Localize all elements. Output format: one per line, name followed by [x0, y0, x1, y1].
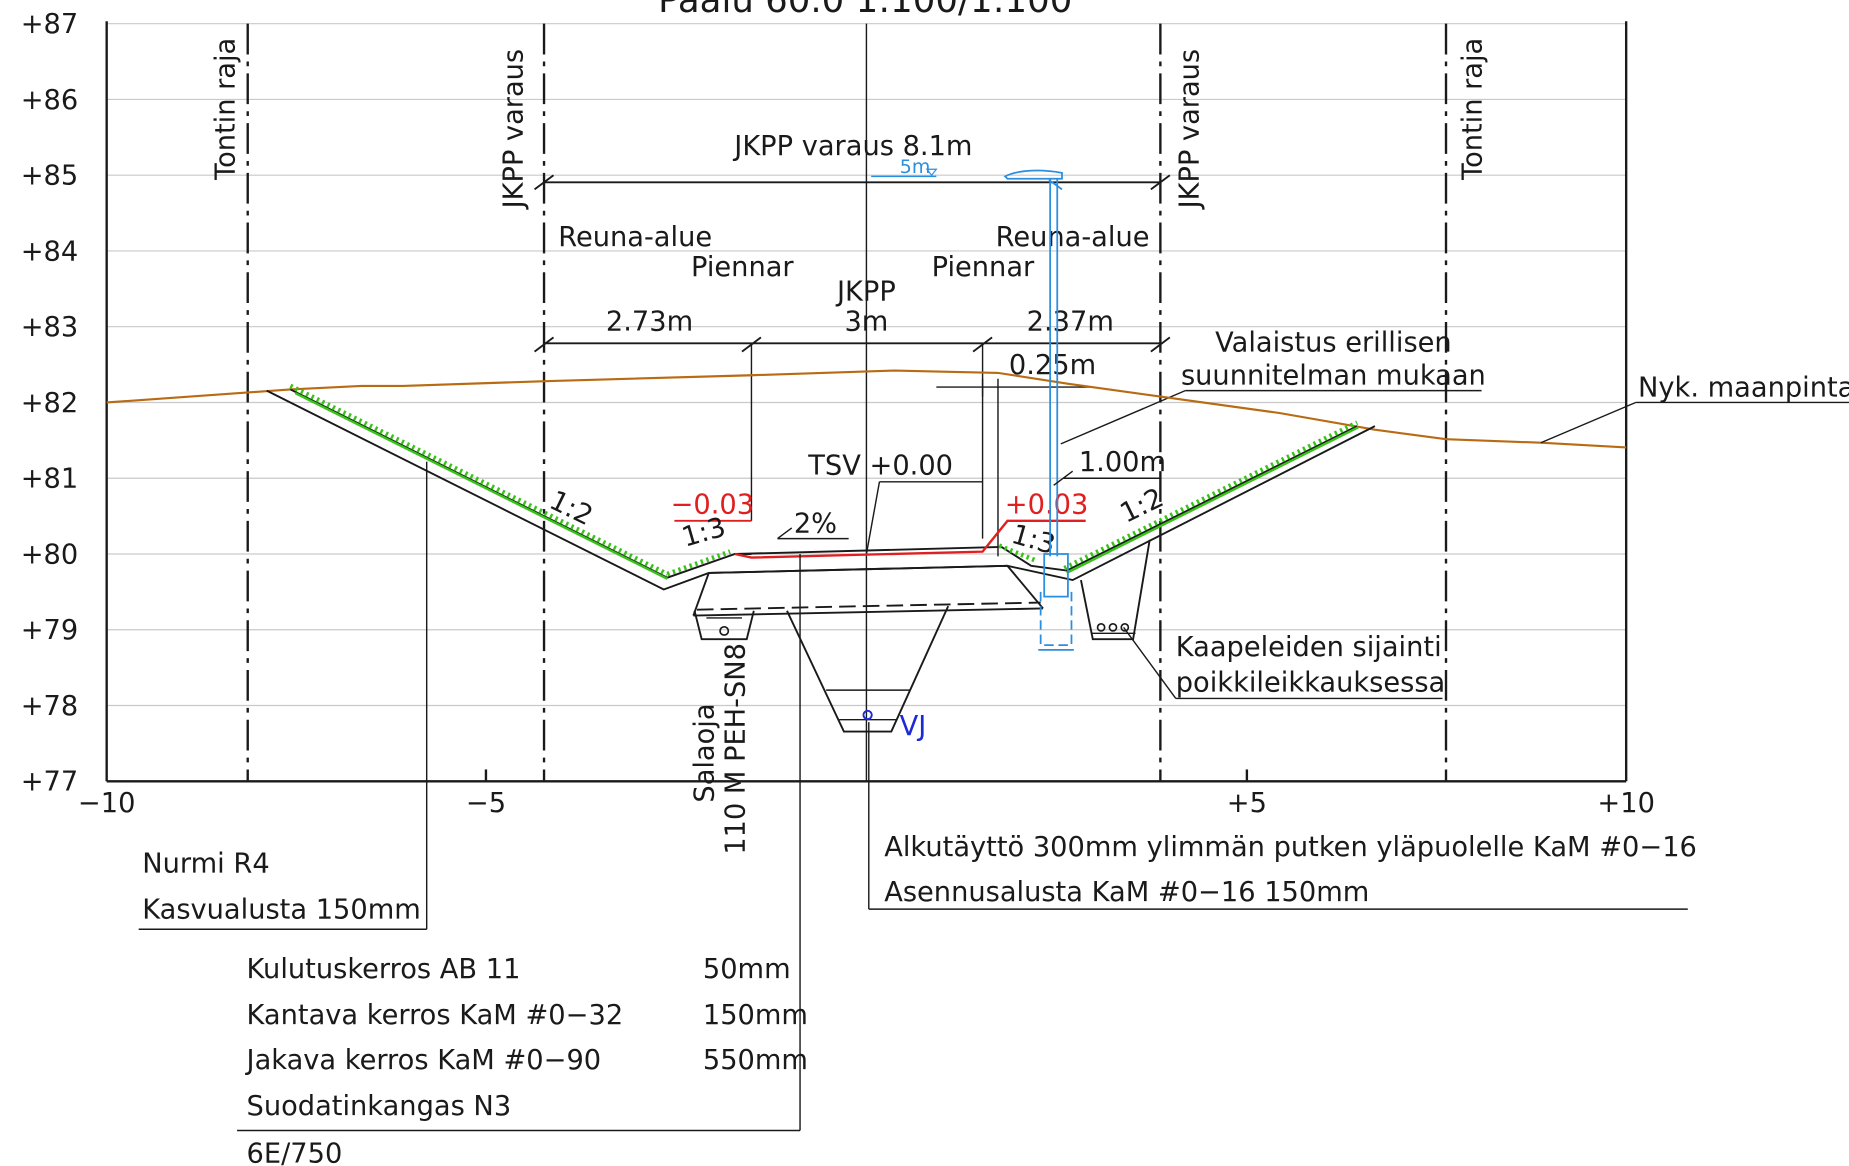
jkpp-varaus-left-label: JKPP varaus: [499, 49, 530, 210]
tsv-label: TSV +0.00: [807, 451, 953, 482]
jkpp-varaus-width-label: JKPP varaus 8.1m: [732, 131, 972, 162]
tontin-raja-right-label: Tontin raja: [1458, 38, 1489, 181]
drawing-title: Paalu 60.0 1:100/1:100: [658, 0, 1072, 21]
lamp-height-label: 5m: [900, 156, 931, 178]
kasvualusta-note: Kasvualusta 150mm: [142, 895, 421, 926]
boundary-lines: [246, 23, 1448, 782]
piennar-right-label: Piennar: [932, 252, 1035, 283]
grass-surface: [289, 383, 1359, 580]
x-axis-labels: −10 −5 +5 +10: [78, 788, 1655, 819]
vj-pipe-icon: [862, 709, 873, 721]
lamp-height-marker: [871, 168, 938, 178]
kaapeleiden-note-line2: poikkileikkauksessa: [1176, 667, 1445, 698]
nurmi-leader: [138, 461, 428, 930]
footer-code: 6E/750: [247, 1138, 343, 1166]
y-tick-label: +83: [21, 312, 79, 343]
layer-thickness: 150mm: [703, 1000, 808, 1031]
x-tick-label: −5: [466, 788, 506, 819]
layer-thickness: 550mm: [703, 1045, 808, 1076]
level-right-label: +0.03: [1005, 490, 1089, 521]
x-tick-label: +5: [1227, 788, 1267, 819]
dim-left-label: 2.73m: [606, 306, 693, 337]
level-marks: [674, 519, 1086, 559]
jkpp-width-label: 3m: [844, 306, 888, 337]
valaistus-note-line1: Valaistus erillisen: [1215, 328, 1452, 359]
lighting-pole: [1003, 169, 1074, 651]
x-tick-label: +10: [1597, 788, 1655, 819]
jkpp-varaus-dimension: [533, 174, 1171, 191]
reuna-alue-left-label: Reuna-alue: [558, 222, 712, 253]
layer-name: Kantava kerros KaM #0−32: [247, 1000, 624, 1031]
layer-name: Kulutuskerros AB 11: [247, 954, 521, 985]
salaoja-label: Salaoja: [690, 703, 721, 802]
layer-leader: [237, 553, 801, 1132]
nyk-maanpinta-leader: [1540, 401, 1849, 444]
pipe-bedding-leader: [868, 722, 1688, 910]
x-tick-label: −10: [78, 788, 136, 819]
kaapeleiden-leader: [1123, 626, 1443, 700]
jkpp-varaus-right-label: JKPP varaus: [1174, 49, 1205, 210]
dim-right-label: 2.37m: [1027, 306, 1114, 337]
dim-025-line: [936, 378, 1091, 557]
salaoja-pipe-icon: [719, 625, 730, 636]
dim-100-label: 1.00m: [1079, 447, 1166, 478]
existing-ground-line: [106, 369, 1627, 449]
y-axis-labels: +87 +86 +85 +84 +83 +82 +81 +80 +79 +78 …: [21, 9, 79, 798]
alkutaytto-note: Alkutäyttö 300mm ylimmän putken yläpuole…: [884, 832, 1697, 863]
layer-name: Suodatinkangas N3: [247, 1091, 512, 1122]
y-tick-label: +85: [21, 161, 79, 192]
valaistus-leader: [1060, 389, 1482, 445]
y-tick-label: +86: [21, 85, 79, 116]
dim-100-line: [1053, 470, 1161, 486]
slope-2pct-arrow: [777, 527, 849, 540]
salaoja-spec-label: 110 M PEH-SN8: [720, 643, 751, 855]
cable-circles: [1096, 623, 1130, 632]
piennar-left-label: Piennar: [691, 252, 794, 283]
slope-12-left-label: 1:2: [545, 485, 598, 532]
layer-thickness: 50mm: [703, 954, 791, 985]
tsv-leader: [865, 481, 983, 555]
layer-name: Jakava kerros KaM #0−90: [245, 1045, 602, 1076]
jkpp-label: JKPP: [835, 277, 896, 308]
y-tick-label: +81: [21, 464, 79, 495]
y-tick-label: +79: [21, 615, 79, 646]
nyk-maanpinta-label: Nyk. maanpinta: [1638, 373, 1849, 404]
y-tick-label: +84: [21, 236, 79, 267]
y-tick-label: +78: [21, 691, 79, 722]
nurmi-note: Nurmi R4: [142, 848, 269, 879]
kaapeleiden-note-line1: Kaapeleiden sijainti: [1176, 632, 1442, 663]
tontin-raja-left-label: Tontin raja: [211, 38, 242, 181]
valaistus-note-line2: suunnitelman mukaan: [1181, 361, 1486, 392]
asennusalusta-note: Asennusalusta KaM #0−16 150mm: [884, 877, 1369, 908]
vj-label: VJ: [900, 711, 927, 742]
y-tick-label: +77: [21, 767, 79, 798]
pavement-layer-list: Kulutuskerros AB 11 50mm Kantava kerros …: [245, 954, 808, 1122]
road-structure: [266, 388, 1376, 733]
reuna-alue-right-label: Reuna-alue: [996, 222, 1150, 253]
y-tick-label: +80: [21, 539, 79, 570]
level-left-label: −0.03: [671, 490, 755, 521]
y-tick-label: +87: [21, 9, 79, 40]
slope-2pct-label: 2%: [794, 509, 837, 540]
y-tick-label: +82: [21, 388, 79, 419]
